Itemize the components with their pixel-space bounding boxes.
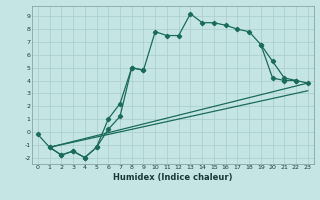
X-axis label: Humidex (Indice chaleur): Humidex (Indice chaleur) [113, 173, 233, 182]
